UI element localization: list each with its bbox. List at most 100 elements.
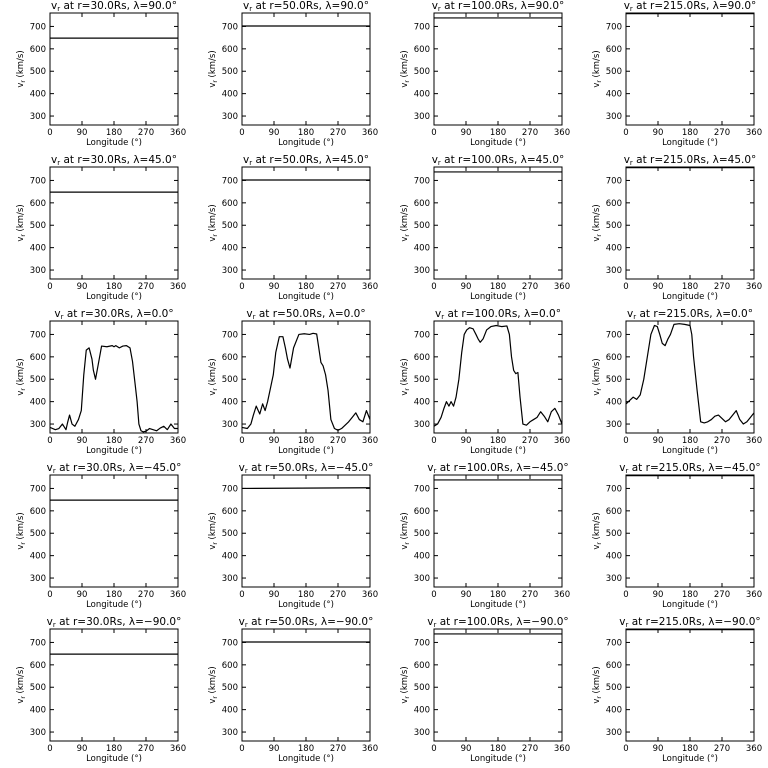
y-tick-label: 600: [414, 45, 430, 55]
x-tick-label: 360: [170, 282, 186, 292]
x-axis-label: Longitude (°): [470, 138, 526, 148]
panel-title: vr at r=50.0Rs, λ=−90.0°: [239, 616, 374, 629]
x-tick-label: 360: [746, 128, 762, 138]
plot-frame: [241, 628, 371, 742]
y-tick-label: 600: [30, 199, 46, 209]
y-axis-label: vr (km/s): [16, 204, 27, 241]
y-tick-label: 500: [606, 529, 622, 539]
x-tick-label: 270: [138, 744, 154, 754]
y-tick-label: 500: [606, 67, 622, 77]
plot-frame: [625, 12, 755, 126]
x-tick-label: 180: [298, 590, 314, 600]
chart-panel: vr at r=50.0Rs, λ=90.0° 0 90 180 270 360 300 40…: [208, 0, 378, 148]
y-tick-label: 700: [606, 330, 622, 340]
x-tick-label: 270: [330, 590, 346, 600]
x-tick-label: 0: [623, 590, 628, 600]
y-axis-label: vr (km/s): [400, 204, 411, 241]
y-axis-label: vr (km/s): [400, 666, 411, 703]
x-tick-label: 270: [330, 128, 346, 138]
x-tick-label: 360: [554, 744, 570, 754]
x-tick-label: 0: [623, 128, 628, 138]
chart-panel: vr at r=215.0Rs, λ=−45.0° 0 90 180 270 360 300…: [592, 462, 762, 610]
y-tick-label: 600: [30, 45, 46, 55]
x-tick-label: 0: [623, 436, 628, 446]
y-axis-label: vr (km/s): [208, 358, 219, 395]
x-axis-label: Longitude (°): [86, 138, 142, 148]
y-tick-label: 700: [222, 330, 238, 340]
y-tick-label: 500: [222, 67, 238, 77]
x-tick-label: 270: [714, 744, 730, 754]
y-tick-label: 700: [30, 176, 46, 186]
y-tick-label: 600: [606, 661, 622, 671]
y-tick-label: 400: [606, 552, 622, 562]
x-tick-label: 360: [362, 436, 378, 446]
y-tick-label: 500: [30, 683, 46, 693]
x-tick-label: 0: [239, 436, 244, 446]
x-axis-label: Longitude (°): [470, 446, 526, 456]
series-line: [434, 324, 562, 427]
chart-panel: vr at r=100.0Rs, λ=0.0° 0 90 180 270 360 300 40…: [400, 308, 570, 456]
x-tick-label: 180: [298, 128, 314, 138]
x-axis-label: Longitude (°): [662, 600, 718, 610]
plot-frame: [433, 320, 563, 434]
x-tick-label: 0: [431, 128, 436, 138]
y-tick-label: 500: [414, 529, 430, 539]
y-axis-label: vr (km/s): [208, 512, 219, 549]
panel-title: vr at r=100.0Rs, λ=45.0°: [432, 154, 565, 167]
panel-title: vr at r=50.0Rs, λ=−45.0°: [239, 462, 374, 475]
x-axis-label: Longitude (°): [278, 446, 334, 456]
x-tick-label: 90: [77, 590, 88, 600]
y-tick-label: 600: [606, 507, 622, 517]
y-tick-label: 700: [222, 176, 238, 186]
y-tick-label: 600: [222, 353, 238, 363]
y-tick-label: 700: [414, 330, 430, 340]
y-axis-label: vr (km/s): [16, 358, 27, 395]
x-axis-label: Longitude (°): [86, 600, 142, 610]
y-tick-label: 600: [222, 507, 238, 517]
x-tick-label: 360: [554, 128, 570, 138]
x-tick-label: 90: [653, 128, 664, 138]
x-tick-label: 270: [522, 744, 538, 754]
x-tick-label: 180: [682, 282, 698, 292]
y-tick-label: 600: [414, 661, 430, 671]
chart-panel: vr at r=215.0Rs, λ=90.0° 0 90 180 270 360 300 4…: [592, 0, 762, 148]
y-tick-label: 700: [30, 22, 46, 32]
x-tick-label: 270: [714, 282, 730, 292]
x-tick-label: 90: [269, 590, 280, 600]
plot-frame: [433, 474, 563, 588]
x-tick-label: 0: [239, 744, 244, 754]
x-tick-label: 180: [106, 744, 122, 754]
x-tick-label: 0: [239, 282, 244, 292]
x-axis-label: Longitude (°): [86, 446, 142, 456]
chart-panel: vr at r=30.0Rs, λ=45.0° 0 90 180 270 360 300 40…: [16, 154, 186, 302]
x-tick-label: 270: [330, 744, 346, 754]
y-tick-label: 600: [414, 353, 430, 363]
y-tick-label: 700: [222, 22, 238, 32]
chart-panel: vr at r=215.0Rs, λ=0.0° 0 90 180 270 360 300 40…: [592, 308, 762, 456]
x-axis-label: Longitude (°): [470, 754, 526, 764]
y-tick-label: 700: [30, 484, 46, 494]
x-tick-label: 360: [746, 590, 762, 600]
y-tick-label: 400: [222, 552, 238, 562]
y-axis-label: vr (km/s): [592, 512, 603, 549]
y-tick-label: 300: [414, 266, 430, 276]
plot-frame: [625, 628, 755, 742]
panel-title: vr at r=215.0Rs, λ=−90.0°: [619, 616, 760, 629]
x-axis-label: Longitude (°): [278, 138, 334, 148]
x-tick-label: 0: [623, 744, 628, 754]
series-line: [242, 487, 370, 490]
y-tick-label: 700: [30, 330, 46, 340]
y-tick-label: 300: [30, 728, 46, 738]
x-tick-label: 90: [269, 436, 280, 446]
x-tick-label: 90: [461, 128, 472, 138]
y-tick-label: 400: [606, 398, 622, 408]
y-tick-label: 300: [606, 574, 622, 584]
y-tick-label: 300: [30, 420, 46, 430]
x-tick-label: 180: [682, 128, 698, 138]
chart-panel: vr at r=100.0Rs, λ=−90.0° 0 90 180 270 360 300…: [400, 616, 570, 764]
x-axis-label: Longitude (°): [662, 446, 718, 456]
y-axis-label: vr (km/s): [592, 50, 603, 87]
y-tick-label: 600: [222, 45, 238, 55]
x-tick-label: 270: [138, 128, 154, 138]
y-tick-label: 400: [414, 706, 430, 716]
